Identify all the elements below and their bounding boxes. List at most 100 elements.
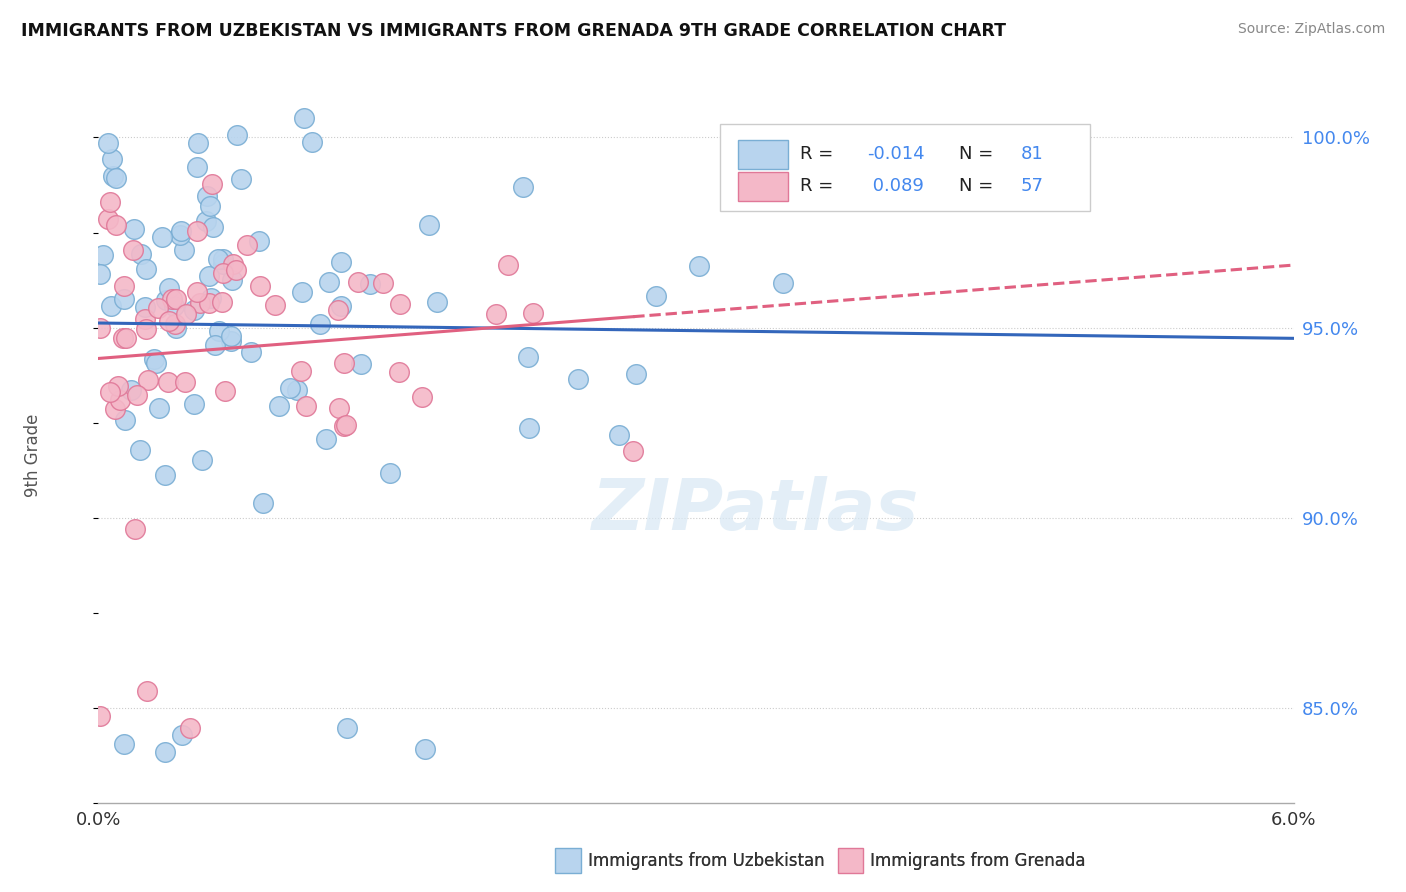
Point (114, 331, 136, 345)
Point (207, 252, 229, 267)
Point (191, 453, 214, 467)
Point (128, 442, 150, 457)
Text: □  Immigrants from Grenada: □ Immigrants from Grenada (844, 852, 1085, 870)
Point (347, 275, 370, 289)
Point (153, 745, 176, 759)
Point (208, 324, 231, 338)
Point (156, 376, 179, 390)
Point (174, 376, 197, 390)
Point (148, 401, 170, 415)
Point (134, 312, 156, 326)
Point (174, 307, 197, 321)
Point (211, 295, 233, 310)
Point (285, 384, 308, 398)
Point (211, 252, 233, 266)
Point (621, 444, 644, 458)
Point (309, 317, 332, 331)
Point (247, 235, 270, 249)
Text: N =: N = (959, 178, 998, 195)
Point (204, 338, 226, 352)
Point (388, 296, 411, 310)
Point (214, 384, 236, 398)
Point (166, 292, 188, 306)
Point (131, 246, 153, 260)
Point (267, 400, 290, 414)
Point (371, 277, 394, 291)
Point (183, 397, 205, 411)
Point (212, 257, 235, 271)
Point (104, 401, 127, 416)
Point (211, 266, 233, 280)
Text: Immigrants from Uzbekistan: Immigrants from Uzbekistan (588, 852, 824, 870)
Point (301, 135, 323, 149)
Point (136, 684, 159, 698)
Point (249, 279, 271, 293)
Point (645, 289, 668, 303)
Text: -0.014: -0.014 (868, 145, 925, 162)
Text: IMMIGRANTS FROM UZBEKISTAN VS IMMIGRANTS FROM GRENADA 9TH GRADE CORRELATION CHAR: IMMIGRANTS FROM UZBEKISTAN VS IMMIGRANTS… (21, 22, 1007, 40)
Point (179, 721, 201, 735)
Point (135, 261, 157, 276)
Text: 9th Grade: 9th Grade (24, 413, 42, 497)
Point (411, 390, 433, 404)
FancyBboxPatch shape (738, 172, 787, 201)
Point (229, 172, 252, 186)
Point (388, 365, 411, 379)
Point (336, 721, 359, 735)
Point (124, 522, 146, 536)
Point (98, 384, 121, 399)
Point (418, 218, 440, 232)
Text: 81: 81 (1021, 145, 1043, 162)
Point (195, 189, 218, 203)
Point (197, 269, 219, 284)
Point (146, 301, 169, 315)
Point (108, 392, 131, 407)
Point (200, 291, 222, 305)
Text: Immigrants from Grenada: Immigrants from Grenada (870, 852, 1085, 870)
Point (332, 356, 354, 370)
Point (186, 285, 208, 300)
Point (120, 383, 142, 397)
Point (186, 224, 208, 238)
Point (89, 709, 111, 723)
Point (112, 278, 135, 293)
Point (101, 169, 124, 184)
Point (112, 292, 135, 306)
Point (326, 302, 349, 317)
Text: N =: N = (959, 145, 998, 162)
Point (263, 298, 285, 312)
Point (239, 344, 262, 359)
Point (517, 350, 540, 364)
Point (198, 296, 221, 310)
Point (280, 381, 302, 395)
Text: ZIPatlas: ZIPatlas (592, 476, 920, 545)
Point (145, 356, 167, 370)
Point (195, 214, 218, 228)
FancyBboxPatch shape (738, 140, 787, 169)
Point (135, 322, 157, 336)
Point (290, 364, 312, 378)
Point (125, 388, 148, 402)
Point (143, 352, 166, 367)
Point (183, 303, 205, 318)
Point (335, 417, 357, 432)
Point (173, 243, 195, 257)
Point (202, 220, 225, 235)
Point (122, 243, 145, 257)
Point (485, 307, 508, 321)
Point (162, 293, 184, 307)
Text: 0.089: 0.089 (868, 178, 924, 195)
Point (236, 238, 259, 252)
Point (91, 248, 114, 262)
Point (413, 742, 436, 756)
Point (152, 230, 174, 244)
Point (688, 260, 710, 274)
Point (136, 373, 159, 387)
Point (169, 228, 191, 243)
Point (97, 136, 120, 150)
Point (359, 277, 381, 291)
Point (496, 258, 519, 272)
Point (104, 171, 127, 186)
Point (333, 419, 356, 434)
Point (155, 293, 177, 307)
